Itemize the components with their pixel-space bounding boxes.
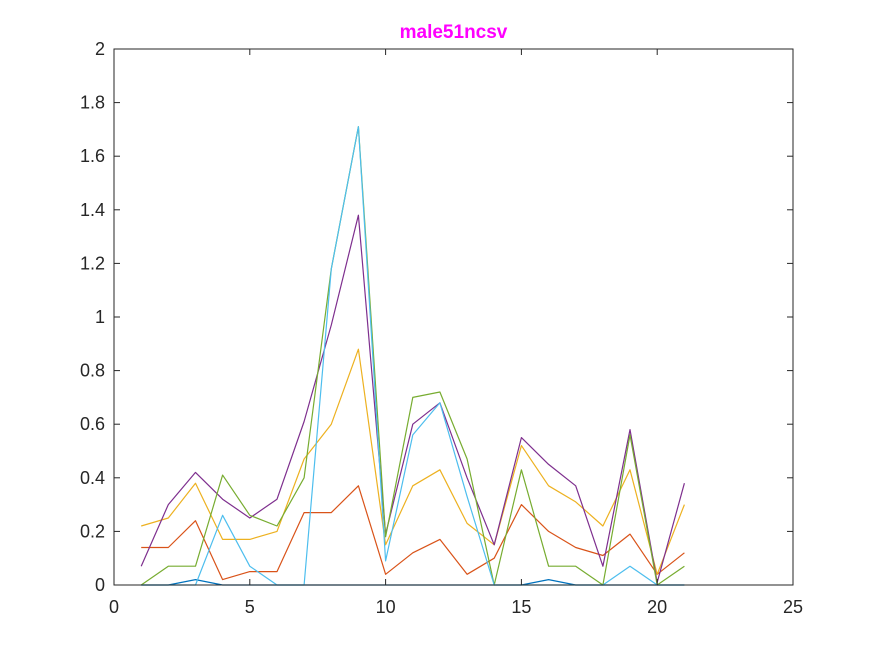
y-tick-label: 1.2 bbox=[80, 253, 105, 273]
y-tick-label: 0.2 bbox=[80, 521, 105, 541]
x-tick-label: 20 bbox=[647, 597, 667, 617]
x-tick-label: 10 bbox=[376, 597, 396, 617]
y-tick-label: 1.8 bbox=[80, 93, 105, 113]
x-tick-label: 15 bbox=[511, 597, 531, 617]
x-tick-label: 0 bbox=[109, 597, 119, 617]
y-tick-label: 0.8 bbox=[80, 361, 105, 381]
y-tick-label: 0.4 bbox=[80, 468, 105, 488]
x-tick-label: 25 bbox=[783, 597, 803, 617]
series-line-4 bbox=[140, 214, 685, 583]
y-tick-label: 1.6 bbox=[80, 146, 105, 166]
series-line-5 bbox=[140, 126, 685, 586]
series-line-2 bbox=[141, 485, 685, 581]
y-tick-label: 1 bbox=[95, 307, 105, 327]
y-tick-label: 2 bbox=[95, 39, 105, 59]
series-line-3 bbox=[141, 348, 685, 575]
chart-title: male51ncsv bbox=[400, 22, 508, 43]
y-tick-label: 0.6 bbox=[80, 414, 105, 434]
y-tick-label: 1.4 bbox=[80, 200, 105, 220]
plot-area bbox=[114, 49, 793, 585]
axes-layer: 0 5 10 15 20 25 0 0.2 0.4 0.6 0.8 1 1.2 1.4 1.6 1.8 2 bbox=[80, 39, 803, 617]
y-tick-label: 0 bbox=[95, 575, 105, 595]
x-tick-label: 5 bbox=[245, 597, 255, 617]
